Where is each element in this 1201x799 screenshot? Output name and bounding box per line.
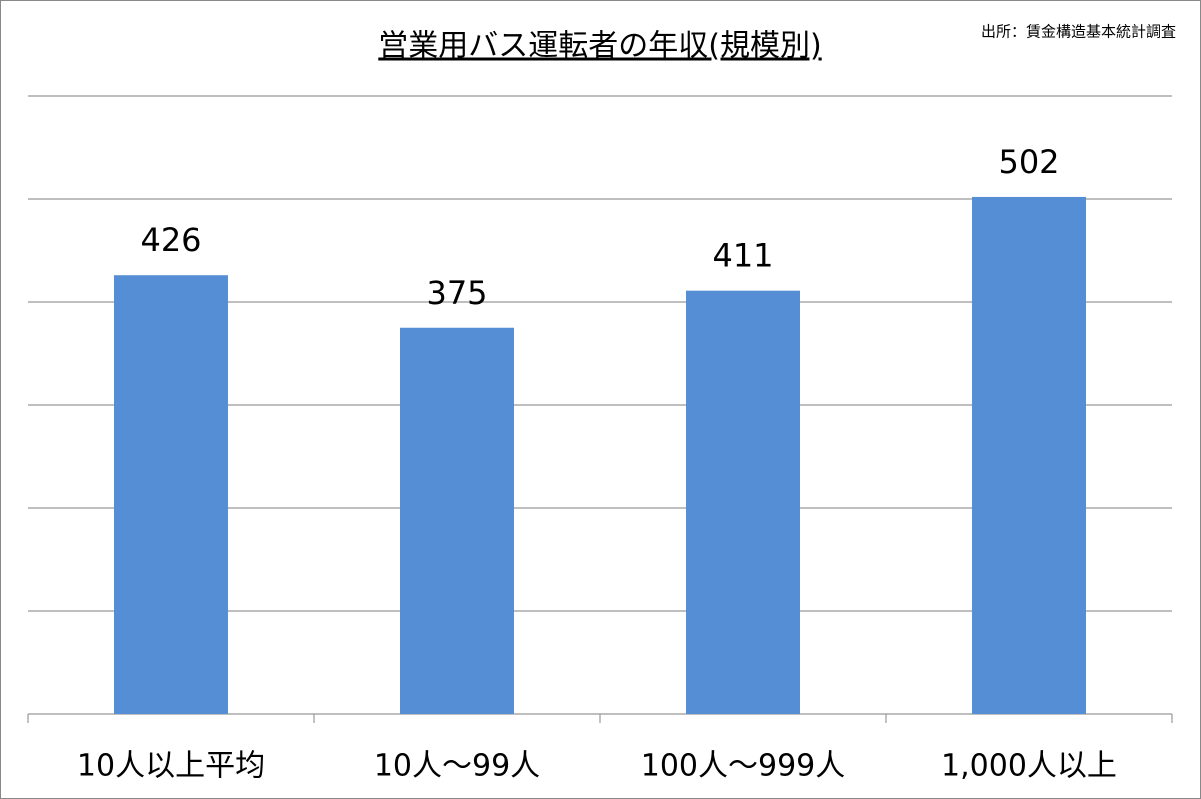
data-label: 375: [426, 274, 487, 312]
x-tick-label: 10人以上平均: [77, 749, 265, 784]
x-tick-label: 10人～99人: [374, 749, 540, 784]
data-label: 411: [712, 237, 773, 275]
chart-title: 営業用バス運転者の年収(規模別): [378, 29, 821, 64]
bar: [400, 327, 514, 714]
data-label: 502: [998, 143, 1059, 181]
data-label: 426: [140, 221, 201, 259]
bar: [114, 275, 228, 714]
source-note: 出所：賃金構造基本統計調査: [981, 23, 1176, 41]
bar: [686, 290, 800, 714]
x-tick-label: 1,000人以上: [941, 749, 1117, 784]
bar: [972, 196, 1086, 714]
x-tick-label: 100人～999人: [641, 749, 846, 784]
